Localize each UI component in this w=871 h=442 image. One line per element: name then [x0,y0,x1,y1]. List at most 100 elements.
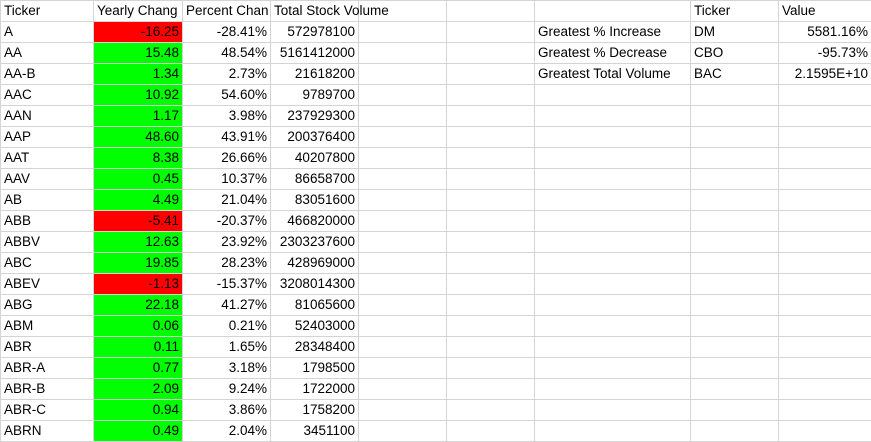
ticker-cell[interactable]: AAN [1,106,94,127]
empty-cell[interactable] [359,421,447,442]
empty-cell[interactable] [447,43,535,64]
empty-cell[interactable] [535,85,691,106]
total-volume-cell[interactable]: 83051600 [271,190,359,211]
yearly-change-cell[interactable]: -1.13 [94,274,183,295]
empty-cell[interactable] [359,22,447,43]
empty-cell[interactable] [447,358,535,379]
empty-cell[interactable] [535,337,691,358]
empty-cell[interactable] [779,253,871,274]
header-summary-value[interactable]: Value [779,1,871,22]
percent-change-cell[interactable]: 1.65% [183,337,271,358]
percent-change-cell[interactable]: 43.91% [183,127,271,148]
empty-cell[interactable] [447,295,535,316]
empty-cell[interactable] [359,232,447,253]
yearly-change-cell[interactable]: -5.41 [94,211,183,232]
empty-cell[interactable] [779,358,871,379]
percent-change-cell[interactable]: 3.98% [183,106,271,127]
yearly-change-cell[interactable]: 2.09 [94,379,183,400]
ticker-cell[interactable]: AAV [1,169,94,190]
empty-cell[interactable] [447,379,535,400]
percent-change-cell[interactable]: 26.66% [183,148,271,169]
empty-cell[interactable] [691,190,779,211]
percent-change-cell[interactable]: 10.37% [183,169,271,190]
empty-cell[interactable] [779,316,871,337]
total-volume-cell[interactable]: 1758200 [271,400,359,421]
ticker-cell[interactable]: ABRN [1,421,94,442]
yearly-change-cell[interactable]: 10.92 [94,85,183,106]
summary-ticker-cell[interactable]: CBO [691,43,779,64]
empty-cell[interactable] [359,169,447,190]
yearly-change-cell[interactable]: 0.11 [94,337,183,358]
summary-ticker-cell[interactable]: DM [691,22,779,43]
empty-cell[interactable] [447,127,535,148]
empty-cell[interactable] [359,211,447,232]
yearly-change-cell[interactable]: 0.77 [94,358,183,379]
empty-cell[interactable] [691,316,779,337]
percent-change-cell[interactable]: 3.86% [183,400,271,421]
summary-label-cell[interactable]: Greatest Total Volume [535,64,691,85]
total-volume-cell[interactable]: 5161412000 [271,43,359,64]
empty-cell[interactable] [535,190,691,211]
empty-cell[interactable] [359,106,447,127]
percent-change-cell[interactable]: 48.54% [183,43,271,64]
ticker-cell[interactable]: AB [1,190,94,211]
empty-cell[interactable] [535,421,691,442]
empty-cell[interactable] [779,211,871,232]
yearly-change-cell[interactable]: 8.38 [94,148,183,169]
yearly-change-cell[interactable]: 15.48 [94,43,183,64]
yearly-change-cell[interactable]: -16.25 [94,22,183,43]
percent-change-cell[interactable]: 54.60% [183,85,271,106]
yearly-change-cell[interactable]: 0.06 [94,316,183,337]
header-total-volume[interactable]: Total Stock Volume [271,1,359,22]
empty-cell[interactable] [535,379,691,400]
empty-cell[interactable] [535,1,691,22]
empty-cell[interactable] [447,190,535,211]
yearly-change-cell[interactable]: 19.85 [94,253,183,274]
empty-cell[interactable] [535,211,691,232]
empty-cell[interactable] [779,106,871,127]
ticker-cell[interactable]: A [1,22,94,43]
ticker-cell[interactable]: ABR-A [1,358,94,379]
summary-label-cell[interactable]: Greatest % Increase [535,22,691,43]
percent-change-cell[interactable]: 23.92% [183,232,271,253]
empty-cell[interactable] [359,274,447,295]
empty-cell[interactable] [779,400,871,421]
empty-cell[interactable] [779,148,871,169]
ticker-cell[interactable]: ABR [1,337,94,358]
yearly-change-cell[interactable]: 0.45 [94,169,183,190]
percent-change-cell[interactable]: 2.04% [183,421,271,442]
empty-cell[interactable] [447,22,535,43]
empty-cell[interactable] [691,358,779,379]
ticker-cell[interactable]: AAT [1,148,94,169]
total-volume-cell[interactable]: 428969000 [271,253,359,274]
empty-cell[interactable] [535,295,691,316]
total-volume-cell[interactable]: 86658700 [271,169,359,190]
ticker-cell[interactable]: AAC [1,85,94,106]
header-yearly-change[interactable]: Yearly Chang [94,1,183,22]
percent-change-cell[interactable]: -15.37% [183,274,271,295]
empty-cell[interactable] [447,85,535,106]
yearly-change-cell[interactable]: 48.60 [94,127,183,148]
empty-cell[interactable] [535,274,691,295]
yearly-change-cell[interactable]: 12.63 [94,232,183,253]
empty-cell[interactable] [779,85,871,106]
yearly-change-cell[interactable]: 0.49 [94,421,183,442]
empty-cell[interactable] [447,421,535,442]
empty-cell[interactable] [691,337,779,358]
total-volume-cell[interactable]: 1722000 [271,379,359,400]
percent-change-cell[interactable]: 3.18% [183,358,271,379]
total-volume-cell[interactable]: 1798500 [271,358,359,379]
empty-cell[interactable] [447,253,535,274]
percent-change-cell[interactable]: -20.37% [183,211,271,232]
total-volume-cell[interactable]: 81065600 [271,295,359,316]
percent-change-cell[interactable]: -28.41% [183,22,271,43]
empty-cell[interactable] [535,148,691,169]
summary-label-cell[interactable]: Greatest % Decrease [535,43,691,64]
summary-ticker-cell[interactable]: BAC [691,64,779,85]
empty-cell[interactable] [359,358,447,379]
empty-cell[interactable] [359,316,447,337]
total-volume-cell[interactable]: 237929300 [271,106,359,127]
percent-change-cell[interactable]: 41.27% [183,295,271,316]
empty-cell[interactable] [691,85,779,106]
percent-change-cell[interactable]: 21.04% [183,190,271,211]
